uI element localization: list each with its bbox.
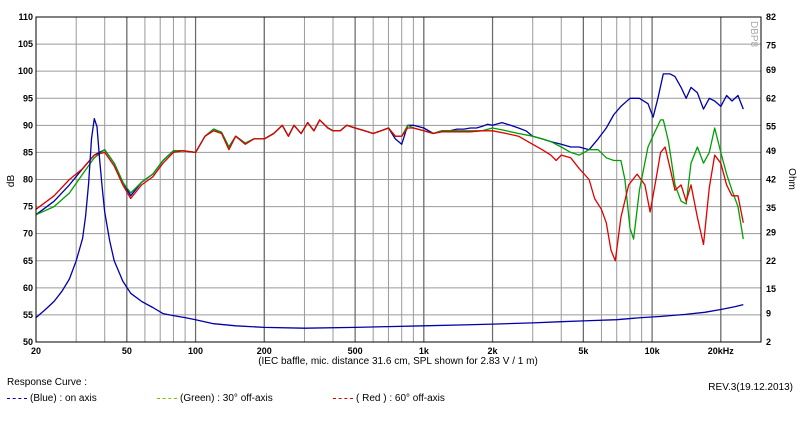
legend-swatch-green bbox=[157, 397, 177, 399]
y-left-tick-label: 110 bbox=[18, 12, 33, 22]
y-left-tick-label: 75 bbox=[23, 202, 33, 212]
off-axis-60-curve bbox=[35, 119, 744, 262]
revision-label: REV.3(19.12.2013) bbox=[708, 382, 793, 393]
y-left-tick-labels: 110 105 100 95 90 85 80 75 70 65 60 55 50 bbox=[18, 12, 33, 347]
y-left-tick-label: 60 bbox=[23, 283, 33, 293]
y-right-tick-label: 2 bbox=[766, 337, 771, 347]
x-tick-label: 20kHz bbox=[708, 346, 735, 356]
y-left-tick-label: 105 bbox=[18, 39, 33, 49]
y-right-tick-label: 49 bbox=[766, 146, 776, 156]
y-right-tick-label: 69 bbox=[766, 65, 776, 75]
x-tick-label: 2k bbox=[488, 346, 499, 356]
y-right-tick-label: 29 bbox=[766, 227, 776, 237]
y-left-tick-label: 55 bbox=[23, 310, 33, 320]
legend-label-red: ( Red ) : 60° off-axis bbox=[356, 393, 445, 404]
y-right-tick-label: 75 bbox=[766, 40, 776, 50]
legend-item-red: ( Red ) : 60° off-axis bbox=[333, 393, 445, 404]
y-right-tick-label: 22 bbox=[766, 256, 776, 266]
x-tick-label: 10k bbox=[645, 346, 661, 356]
x-tick-label: 5k bbox=[578, 346, 589, 356]
x-tick-label: 20 bbox=[31, 346, 41, 356]
y-left-tick-label: 80 bbox=[23, 175, 33, 185]
y-right-tick-labels: 82 75 69 62 55 49 42 35 29 22 15 9 2 bbox=[766, 12, 776, 347]
x-tick-label: 200 bbox=[257, 346, 272, 356]
x-tick-label: 1k bbox=[419, 346, 430, 356]
y-left-tick-label: 90 bbox=[23, 120, 33, 130]
y-left-tick-label: 65 bbox=[23, 256, 33, 266]
y-left-tick-label: 70 bbox=[23, 229, 33, 239]
legend-label-blue: (Blue) : on axis bbox=[30, 393, 97, 404]
legend-swatch-blue bbox=[7, 397, 27, 399]
y-right-tick-label: 35 bbox=[766, 203, 776, 213]
watermark: DBP8 bbox=[748, 21, 759, 48]
y-right-tick-label: 9 bbox=[766, 309, 771, 319]
chart-caption: (IEC baffle, mic. distance 31.6 cm, SPL … bbox=[258, 356, 538, 367]
y-right-axis-label: Ohm bbox=[786, 168, 797, 190]
y-left-tick-label: 95 bbox=[23, 93, 33, 103]
legend-item-blue: (Blue) : on axis bbox=[7, 393, 97, 404]
x-tick-label: 500 bbox=[348, 346, 363, 356]
x-tick-label: 100 bbox=[188, 346, 203, 356]
y-right-tick-label: 62 bbox=[766, 93, 776, 103]
legend-item-green: (Green) : 30° off-axis bbox=[157, 393, 273, 404]
y-left-tick-label: 50 bbox=[23, 337, 33, 347]
x-tick-label: 50 bbox=[122, 346, 132, 356]
y-right-tick-label: 82 bbox=[766, 12, 776, 22]
series-layer bbox=[35, 73, 744, 329]
y-left-axis-label: dB bbox=[6, 175, 17, 188]
impedance-curve bbox=[35, 117, 744, 329]
major-gridlines bbox=[126, 17, 722, 342]
legend-swatch-red bbox=[333, 397, 353, 399]
y-left-tick-label: 100 bbox=[18, 66, 33, 76]
legend-title: Response Curve : bbox=[7, 377, 88, 388]
y-right-tick-label: 55 bbox=[766, 122, 776, 132]
y-left-tick-label: 85 bbox=[23, 147, 33, 157]
legend-label-green: (Green) : 30° off-axis bbox=[180, 393, 273, 404]
plot-frame bbox=[35, 16, 762, 343]
y-right-tick-label: 15 bbox=[766, 284, 776, 294]
y-right-tick-label: 42 bbox=[766, 175, 776, 185]
x-tick-labels: 20 50 100 200 500 1k 2k 5k 10k 20kHz bbox=[31, 346, 734, 356]
